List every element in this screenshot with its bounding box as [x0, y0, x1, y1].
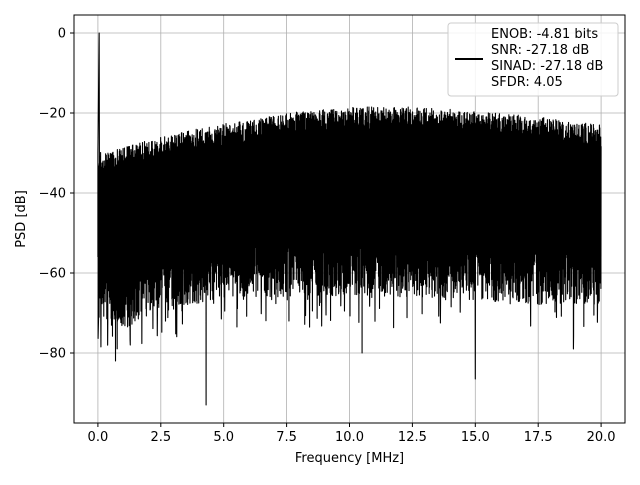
x-tick-label: 17.5 — [524, 430, 553, 445]
plot-data — [97, 32, 602, 406]
x-tick-label: 20.0 — [587, 430, 616, 445]
legend-text-enob: ENOB: -4.81 bits — [491, 27, 598, 42]
x-tick-label: 2.5 — [150, 430, 171, 445]
psd-trace — [97, 32, 602, 406]
x-tick-label: 5.0 — [213, 430, 234, 445]
y-tick-label: −80 — [39, 347, 66, 362]
y-tick-label: −40 — [39, 187, 66, 202]
y-tick-label: −60 — [39, 267, 66, 282]
legend: ENOB: -4.81 bits SNR: -27.18 dB SINAD: -… — [447, 22, 619, 97]
x-tick-label: 10.0 — [335, 430, 364, 445]
legend-text-sinad: SINAD: -27.18 dB — [491, 59, 603, 74]
y-axis-label: PSD [dB] — [14, 190, 29, 248]
y-tick-label: 0 — [58, 27, 66, 42]
x-tick-label: 12.5 — [398, 430, 427, 445]
legend-box — [447, 22, 619, 97]
x-tick-label: 0.0 — [88, 430, 109, 445]
y-tick-label: −20 — [39, 107, 66, 122]
legend-text-snr: SNR: -27.18 dB — [491, 43, 589, 58]
x-tick-label: 7.5 — [276, 430, 297, 445]
x-tick-label: 15.0 — [461, 430, 490, 445]
y-axis: 0 −20 −40 −60 −80 — [39, 27, 74, 362]
legend-text-sfdr: SFDR: 4.05 — [491, 75, 563, 90]
x-axis: 0.0 2.5 5.0 7.5 10.0 12.5 15.0 17.5 20.0 — [88, 423, 616, 445]
x-axis-label: Frequency [MHz] — [295, 451, 404, 466]
